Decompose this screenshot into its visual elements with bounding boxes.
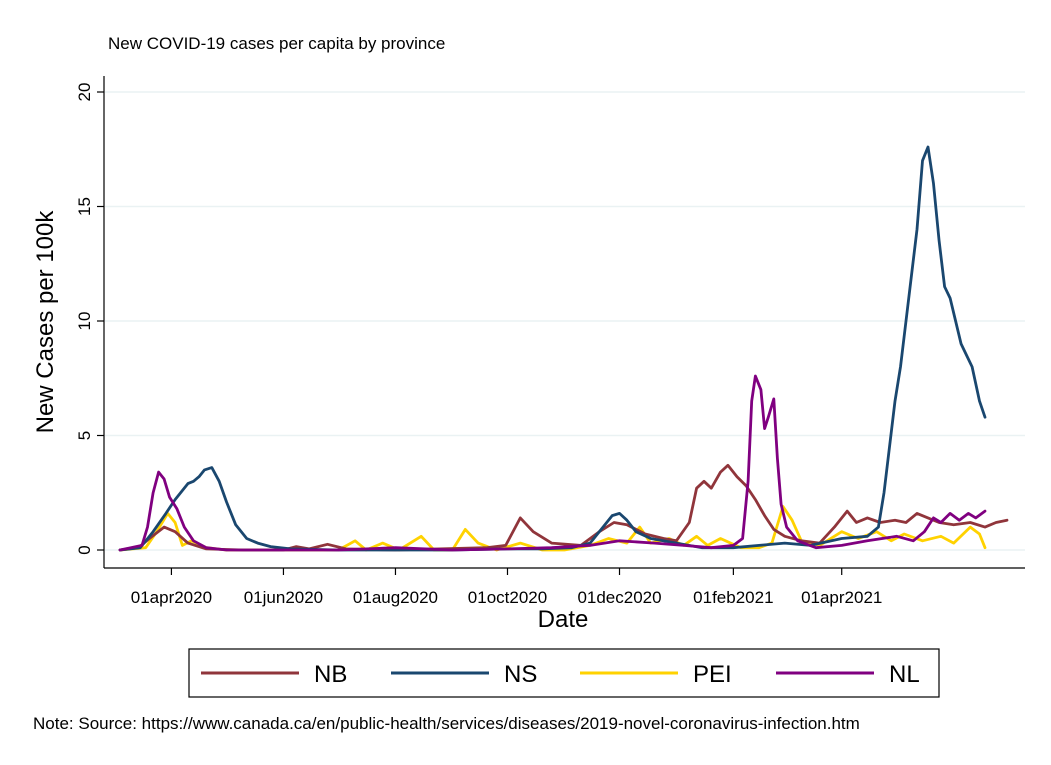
y-tick-label: 20: [75, 83, 94, 102]
x-tick-label: 01jun2020: [244, 588, 323, 607]
y-axis-label: New Cases per 100k: [32, 210, 59, 434]
legend-items: NB NS PEI NL: [201, 661, 920, 688]
x-tick-label: 01dec2020: [577, 588, 661, 607]
source-note: Note: Source: https://www.canada.ca/en/p…: [33, 714, 860, 733]
x-tick-label: 01feb2021: [693, 588, 773, 607]
x-tick-label: 01oct2020: [468, 588, 547, 607]
legend: NB NS PEI NL: [188, 648, 940, 698]
x-axis-label: Date: [538, 606, 589, 633]
x-tick-label: 01aug2020: [353, 588, 438, 607]
x-tick-label: 01apr2020: [131, 588, 212, 607]
series-line-nb: [118, 463, 1009, 552]
y-tick-label: 10: [75, 312, 94, 331]
y-tick-label: 0: [75, 545, 94, 554]
legend-label-nl: NL: [889, 661, 920, 688]
y-ticks: 0 5 10 15 20: [75, 83, 104, 555]
x-tick-label: 01apr2021: [801, 588, 882, 607]
y-tick-label: 15: [75, 197, 94, 216]
gridlines: [105, 91, 1025, 551]
x-ticks: 01apr2020 01jun2020 01aug2020 01oct2020 01de…: [131, 568, 882, 607]
legend-label-nb: NB: [314, 661, 347, 688]
legend-label-ns: NS: [504, 661, 537, 688]
series-line-ns: [118, 145, 987, 552]
series-line-nl: [118, 374, 987, 552]
legend-label-pei: PEI: [693, 661, 732, 688]
chart-title: New COVID-19 cases per capita by provinc…: [108, 34, 445, 53]
y-tick-label: 5: [75, 431, 94, 440]
series-lines: [118, 145, 1009, 552]
